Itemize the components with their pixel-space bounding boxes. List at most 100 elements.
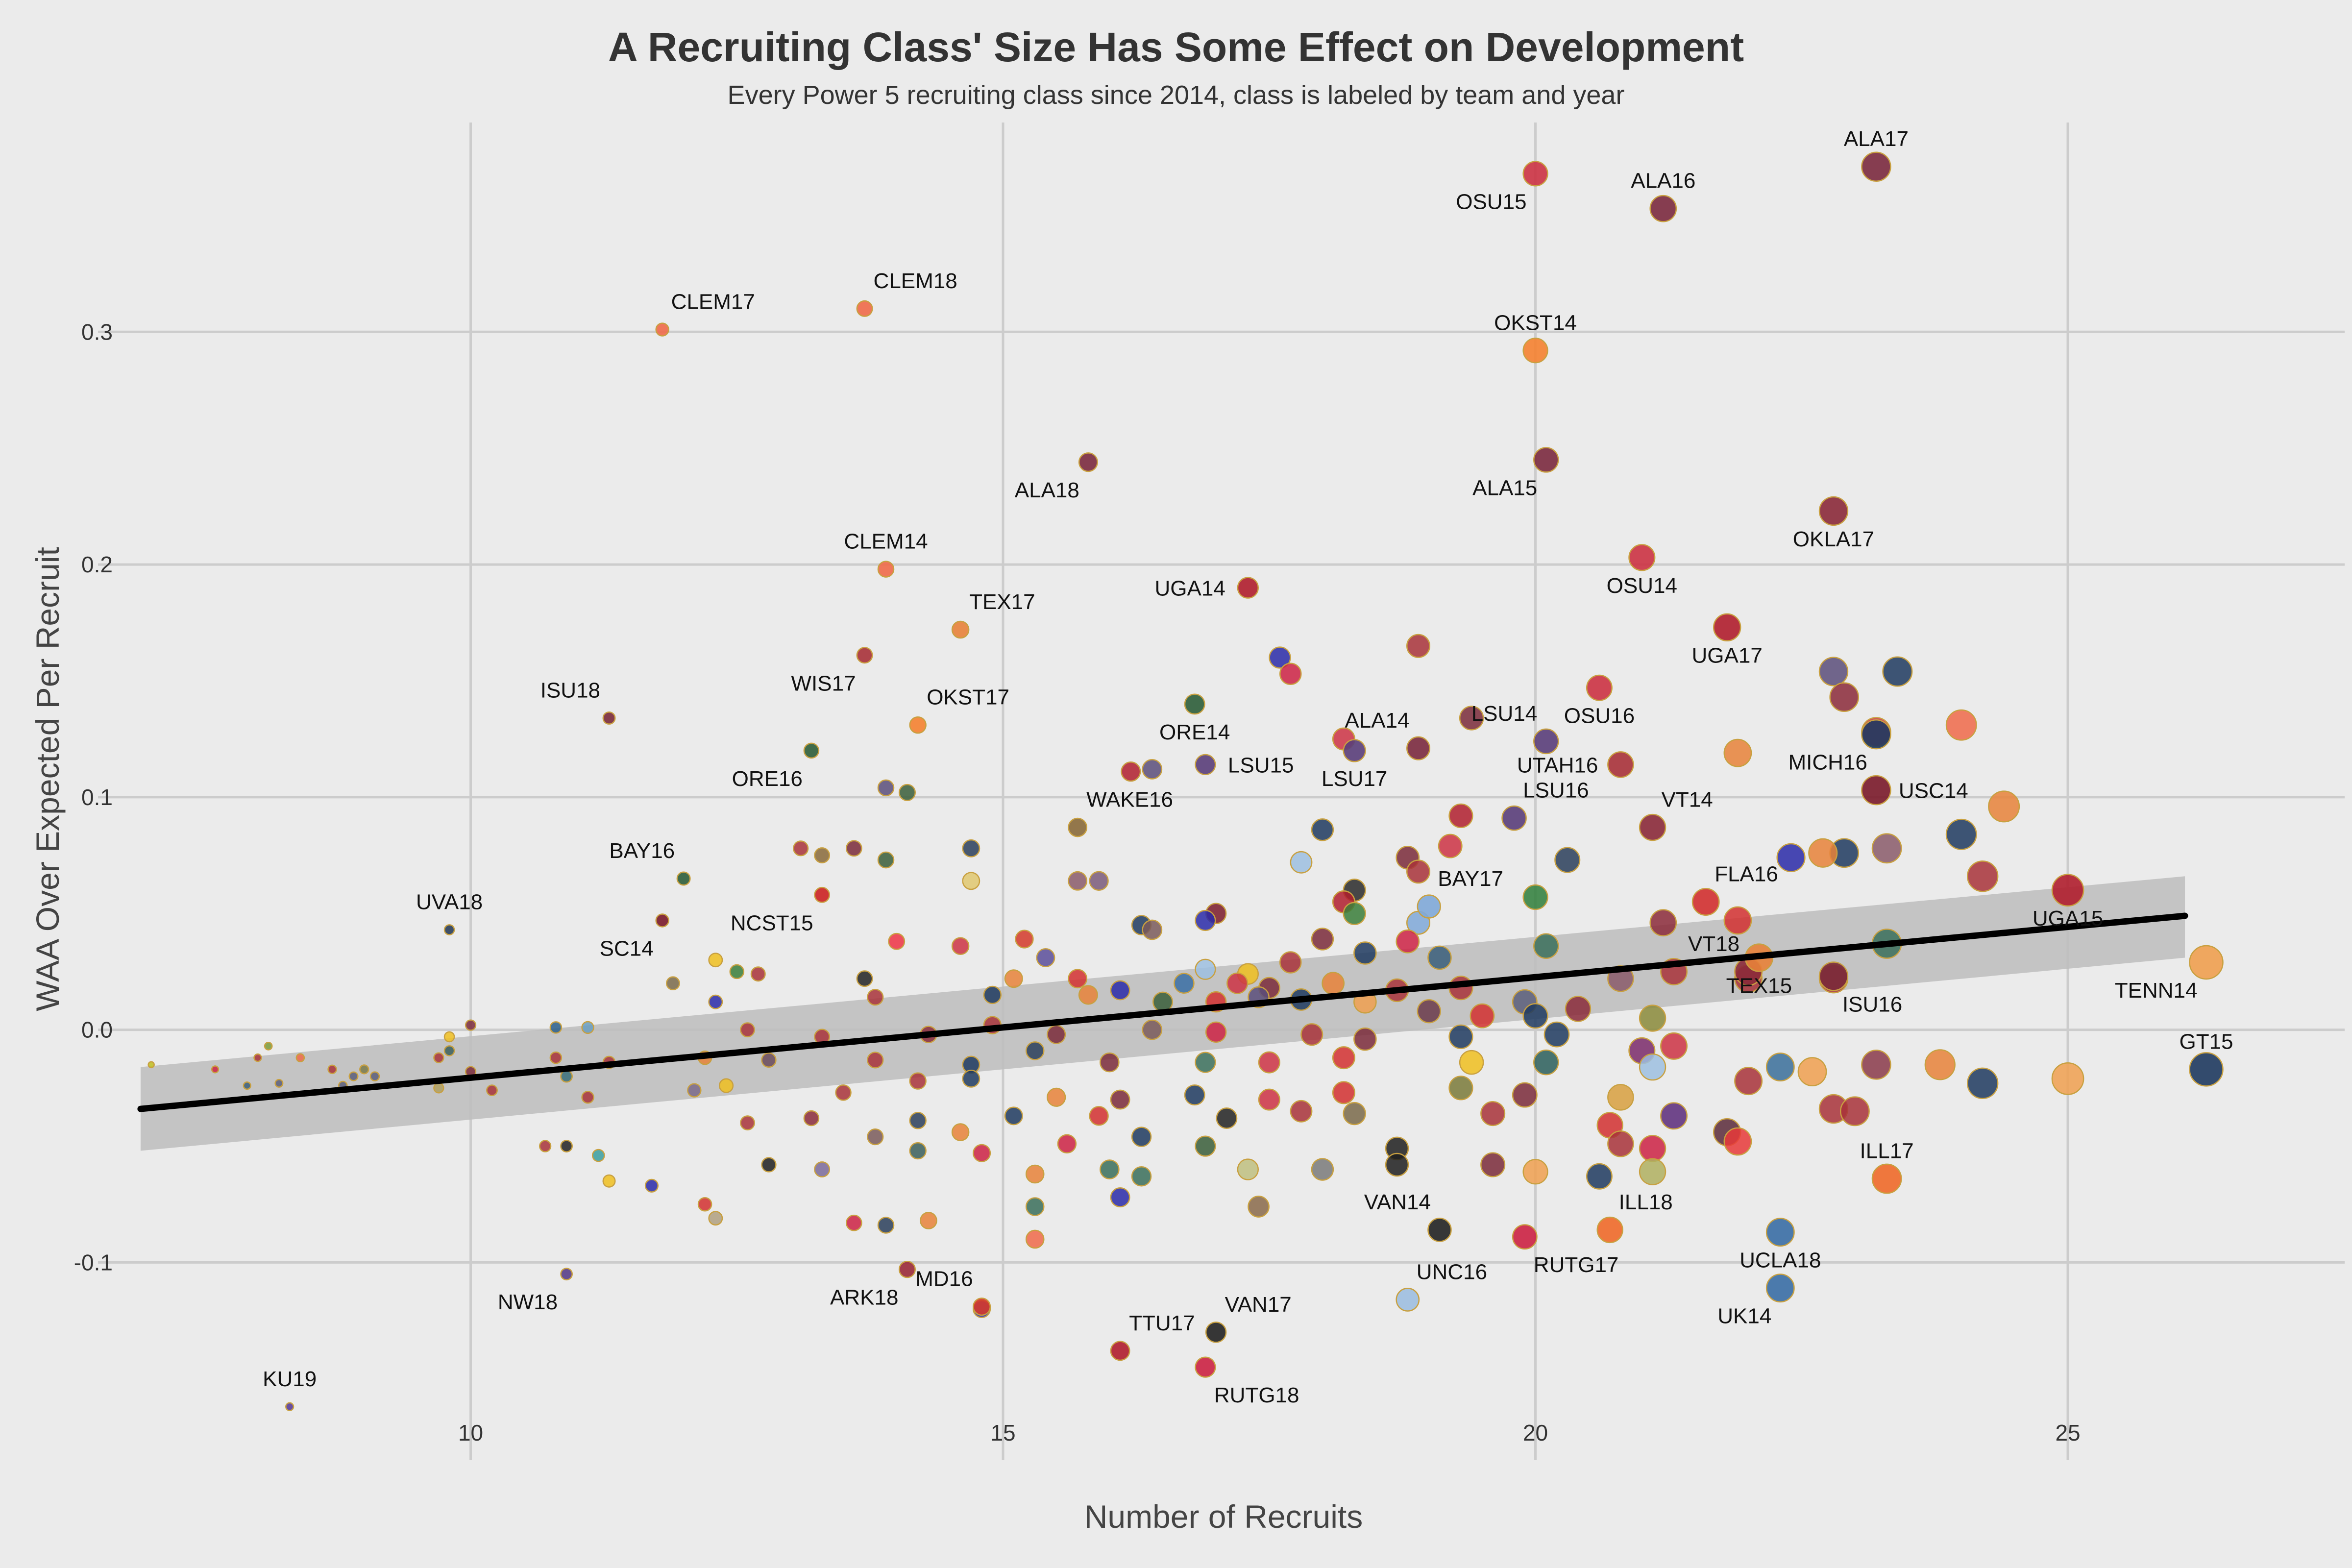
data-point bbox=[1269, 646, 1291, 669]
data-point bbox=[243, 1081, 251, 1090]
point-label: ISU18 bbox=[540, 678, 600, 702]
data-point bbox=[1459, 1050, 1484, 1075]
labeled-data-point bbox=[1533, 728, 1559, 755]
labeled-data-point bbox=[1068, 817, 1088, 837]
data-point bbox=[1089, 1106, 1109, 1126]
point-label: OSU16 bbox=[1564, 704, 1635, 728]
point-label: ALA17 bbox=[1844, 127, 1909, 151]
labeled-data-point bbox=[1522, 161, 1548, 187]
data-point bbox=[835, 1084, 852, 1101]
data-point bbox=[909, 1112, 927, 1129]
data-point bbox=[708, 1211, 723, 1226]
data-point bbox=[1639, 1004, 1666, 1032]
data-point bbox=[1100, 1052, 1120, 1073]
data-point bbox=[1025, 1229, 1045, 1249]
data-point bbox=[1025, 1041, 1045, 1060]
labeled-data-point bbox=[951, 620, 970, 639]
data-point bbox=[348, 1071, 359, 1081]
point-label: RUTG17 bbox=[1534, 1253, 1619, 1277]
trend-line-path bbox=[137, 912, 2188, 1112]
data-point bbox=[761, 1052, 777, 1068]
point-label: ALA18 bbox=[1015, 478, 1079, 502]
point-label: KU19 bbox=[263, 1367, 317, 1391]
data-point bbox=[560, 1140, 573, 1152]
data-point bbox=[1586, 1163, 1613, 1190]
labeled-data-point bbox=[803, 742, 820, 759]
data-point bbox=[1195, 1052, 1216, 1073]
data-point bbox=[1966, 1067, 1999, 1100]
point-label: ILL18 bbox=[1619, 1190, 1673, 1214]
data-point bbox=[1353, 1027, 1377, 1051]
data-point bbox=[1776, 843, 1806, 872]
data-point bbox=[1089, 871, 1109, 891]
labeled-data-point bbox=[1691, 888, 1720, 916]
data-point bbox=[856, 970, 873, 987]
labeled-data-point bbox=[1607, 751, 1634, 778]
data-point bbox=[1385, 1152, 1409, 1177]
labeled-data-point bbox=[1512, 1224, 1538, 1250]
data-point bbox=[1871, 833, 1902, 864]
data-point bbox=[718, 1078, 734, 1093]
data-point bbox=[1184, 1084, 1205, 1106]
data-point bbox=[1248, 1196, 1270, 1218]
data-points bbox=[147, 151, 2224, 1411]
point-label: TENN14 bbox=[2115, 979, 2198, 1003]
data-point bbox=[1205, 1021, 1227, 1043]
data-point bbox=[1142, 919, 1163, 940]
data-point bbox=[1448, 1076, 1473, 1101]
data-point bbox=[909, 1072, 927, 1090]
data-point bbox=[962, 872, 980, 890]
labeled-data-point bbox=[655, 322, 669, 337]
labeled-data-point bbox=[898, 1261, 916, 1278]
labeled-data-point bbox=[1639, 813, 1666, 841]
data-point bbox=[581, 1021, 594, 1034]
trend-line bbox=[137, 912, 2188, 1112]
data-point bbox=[443, 1045, 455, 1056]
y-tick-label: 0.2 bbox=[81, 552, 113, 577]
point-label: TTU17 bbox=[1129, 1311, 1195, 1335]
data-point bbox=[1639, 1158, 1666, 1185]
data-point bbox=[1438, 833, 1463, 858]
data-point bbox=[1142, 1019, 1163, 1040]
point-label: NW18 bbox=[498, 1290, 558, 1314]
data-point bbox=[1765, 1053, 1795, 1082]
data-point bbox=[1607, 1084, 1634, 1111]
data-point bbox=[1174, 973, 1195, 994]
point-label: OSU15 bbox=[1456, 190, 1526, 214]
data-point bbox=[1406, 634, 1431, 658]
point-label: VT14 bbox=[1662, 788, 1713, 812]
data-point bbox=[644, 1178, 659, 1193]
point-label: TEX15 bbox=[1726, 974, 1792, 998]
data-point bbox=[581, 1091, 594, 1104]
labeled-data-point bbox=[1818, 961, 1849, 991]
data-point bbox=[1047, 1087, 1066, 1107]
data-point bbox=[708, 994, 723, 1009]
data-point bbox=[708, 953, 723, 968]
labeled-data-point bbox=[1406, 736, 1431, 760]
data-point bbox=[909, 1142, 927, 1160]
data-point bbox=[1226, 972, 1249, 994]
labeled-data-point bbox=[602, 711, 616, 725]
data-point bbox=[1723, 1127, 1752, 1156]
labeled-data-point bbox=[2051, 874, 2084, 907]
data-point bbox=[433, 1082, 444, 1094]
data-point bbox=[1311, 1158, 1334, 1181]
data-point bbox=[1988, 790, 2020, 823]
point-label: OSU14 bbox=[1607, 574, 1677, 598]
data-point bbox=[750, 966, 766, 982]
data-point bbox=[1131, 1127, 1152, 1147]
labeled-data-point bbox=[1343, 739, 1366, 762]
data-point bbox=[1258, 1051, 1280, 1074]
data-point bbox=[846, 1214, 862, 1231]
data-point bbox=[433, 1052, 444, 1063]
data-point bbox=[1480, 1101, 1506, 1127]
point-label: OKST14 bbox=[1494, 311, 1577, 335]
chart-subtitle: Every Power 5 recruiting class since 201… bbox=[728, 80, 1625, 110]
data-point bbox=[1554, 847, 1581, 873]
labeled-data-point bbox=[1501, 805, 1527, 831]
labeled-data-point bbox=[814, 886, 831, 903]
labeled-data-point bbox=[1110, 1341, 1130, 1361]
data-point bbox=[1808, 838, 1838, 868]
